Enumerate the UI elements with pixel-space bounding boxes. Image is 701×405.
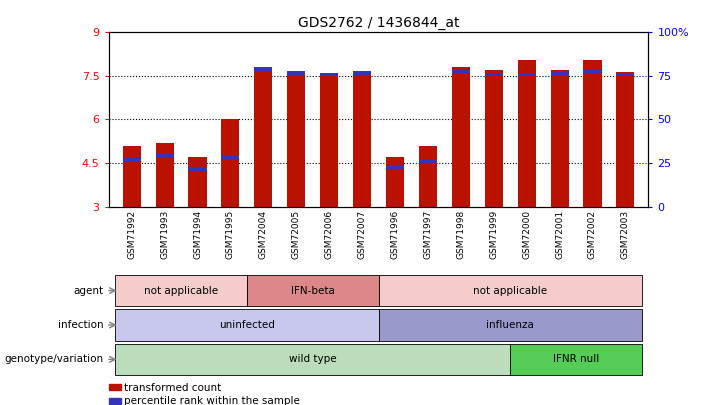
FancyBboxPatch shape	[379, 275, 642, 307]
Bar	[287, 73, 306, 207]
Bar	[583, 60, 601, 207]
Text: percentile rank within the sample: percentile rank within the sample	[125, 396, 300, 405]
Text: GSM72006: GSM72006	[325, 210, 334, 259]
Text: transformed count: transformed count	[125, 382, 222, 392]
Bar	[254, 68, 273, 72]
Bar	[419, 146, 437, 207]
Bar	[254, 67, 273, 207]
Text: GSM72002: GSM72002	[588, 210, 597, 259]
Bar	[616, 72, 634, 77]
FancyBboxPatch shape	[247, 275, 379, 307]
Text: GSM72005: GSM72005	[292, 210, 301, 259]
Bar	[320, 73, 338, 207]
Text: influenza: influenza	[486, 320, 534, 330]
Text: IFNR null: IFNR null	[553, 354, 599, 364]
Bar	[484, 70, 503, 207]
Bar	[156, 154, 174, 158]
Bar	[222, 156, 240, 159]
Text: GSM72003: GSM72003	[621, 210, 630, 259]
Text: GSM71997: GSM71997	[423, 210, 433, 259]
Bar	[123, 146, 141, 207]
Bar	[123, 158, 141, 162]
Bar	[550, 71, 569, 75]
Text: GSM71993: GSM71993	[160, 210, 169, 259]
Text: GSM72007: GSM72007	[358, 210, 367, 259]
Text: GSM72001: GSM72001	[555, 210, 564, 259]
Bar	[386, 157, 404, 207]
Text: infection: infection	[57, 320, 103, 330]
Bar	[320, 72, 338, 77]
Bar	[353, 71, 371, 75]
Bar	[484, 72, 503, 77]
Bar	[109, 398, 121, 404]
Text: wild type: wild type	[289, 354, 336, 364]
Bar	[109, 384, 121, 390]
FancyBboxPatch shape	[510, 343, 642, 375]
Text: GSM71996: GSM71996	[390, 210, 400, 259]
FancyBboxPatch shape	[115, 309, 379, 341]
Bar	[189, 167, 207, 171]
Text: GSM71995: GSM71995	[226, 210, 235, 259]
Text: GSM71998: GSM71998	[456, 210, 465, 259]
Bar	[156, 143, 174, 207]
Text: IFN-beta: IFN-beta	[291, 286, 334, 296]
FancyBboxPatch shape	[379, 309, 642, 341]
Bar	[583, 70, 601, 73]
Bar	[451, 70, 470, 73]
FancyBboxPatch shape	[115, 343, 510, 375]
Text: GSM71999: GSM71999	[489, 210, 498, 259]
Bar	[419, 160, 437, 164]
Text: GSM71994: GSM71994	[193, 210, 202, 259]
Text: not applicable: not applicable	[473, 286, 547, 296]
Text: GSM72000: GSM72000	[522, 210, 531, 259]
Bar	[517, 72, 536, 77]
Text: not applicable: not applicable	[144, 286, 218, 296]
Bar	[287, 71, 306, 75]
Text: GSM71992: GSM71992	[127, 210, 136, 259]
Text: GSM72004: GSM72004	[259, 210, 268, 259]
Bar	[353, 72, 371, 207]
Bar	[386, 166, 404, 169]
Bar	[189, 157, 207, 207]
Text: agent: agent	[73, 286, 103, 296]
Bar	[517, 60, 536, 207]
Bar	[616, 72, 634, 207]
FancyBboxPatch shape	[115, 275, 247, 307]
Bar	[451, 67, 470, 207]
Text: uninfected: uninfected	[219, 320, 275, 330]
Title: GDS2762 / 1436844_at: GDS2762 / 1436844_at	[298, 16, 459, 30]
Bar	[222, 119, 240, 207]
Bar	[550, 70, 569, 207]
Text: genotype/variation: genotype/variation	[4, 354, 103, 364]
